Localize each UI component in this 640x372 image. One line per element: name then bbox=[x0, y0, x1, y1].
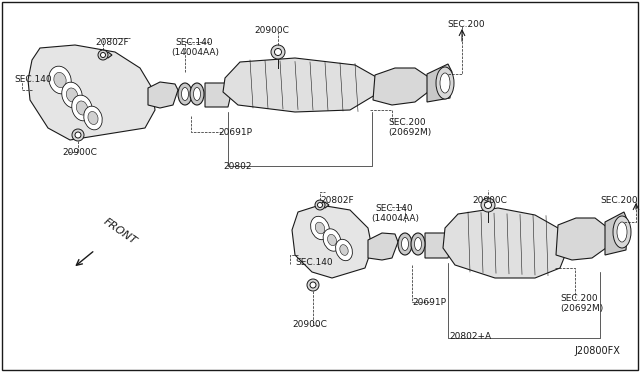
Ellipse shape bbox=[328, 234, 337, 246]
Polygon shape bbox=[427, 64, 452, 102]
Circle shape bbox=[481, 198, 495, 212]
Ellipse shape bbox=[54, 73, 66, 87]
Text: 20691P: 20691P bbox=[412, 298, 446, 307]
Text: 20900C: 20900C bbox=[255, 26, 289, 35]
Ellipse shape bbox=[182, 87, 189, 100]
Text: 20691P: 20691P bbox=[218, 128, 252, 137]
Text: SEC.140: SEC.140 bbox=[375, 204, 413, 213]
Ellipse shape bbox=[193, 87, 200, 100]
Polygon shape bbox=[103, 52, 112, 58]
Polygon shape bbox=[368, 233, 398, 260]
Ellipse shape bbox=[190, 83, 204, 105]
Ellipse shape bbox=[415, 237, 422, 250]
Circle shape bbox=[317, 202, 323, 208]
Text: 20802+A: 20802+A bbox=[449, 332, 491, 341]
Circle shape bbox=[98, 50, 108, 60]
Circle shape bbox=[72, 129, 84, 141]
Text: (20692M): (20692M) bbox=[560, 304, 604, 313]
Polygon shape bbox=[292, 205, 372, 278]
Text: J20800FX: J20800FX bbox=[574, 346, 620, 356]
Polygon shape bbox=[373, 68, 430, 105]
Polygon shape bbox=[320, 202, 329, 208]
Circle shape bbox=[484, 202, 492, 208]
Polygon shape bbox=[205, 83, 232, 107]
Text: 20900C: 20900C bbox=[472, 196, 508, 205]
Ellipse shape bbox=[401, 237, 408, 250]
Polygon shape bbox=[605, 212, 628, 255]
Ellipse shape bbox=[62, 82, 82, 108]
Text: 20900C: 20900C bbox=[292, 320, 328, 329]
Text: (14004AA): (14004AA) bbox=[371, 214, 419, 223]
Circle shape bbox=[271, 45, 285, 59]
Polygon shape bbox=[223, 58, 378, 112]
Polygon shape bbox=[28, 45, 155, 140]
Ellipse shape bbox=[323, 229, 341, 251]
Ellipse shape bbox=[436, 67, 454, 99]
Polygon shape bbox=[148, 82, 178, 108]
Text: (14004AA): (14004AA) bbox=[171, 48, 219, 57]
Text: 20802F: 20802F bbox=[320, 196, 354, 205]
Text: SEC.200: SEC.200 bbox=[600, 196, 637, 205]
Ellipse shape bbox=[88, 112, 98, 125]
Circle shape bbox=[75, 132, 81, 138]
Ellipse shape bbox=[49, 66, 71, 94]
Text: (20692M): (20692M) bbox=[388, 128, 431, 137]
Ellipse shape bbox=[67, 88, 77, 102]
Ellipse shape bbox=[617, 222, 627, 242]
Text: FRONT: FRONT bbox=[102, 216, 139, 246]
Ellipse shape bbox=[440, 73, 450, 93]
Ellipse shape bbox=[613, 216, 631, 248]
Text: 20802F: 20802F bbox=[95, 38, 129, 47]
Text: SEC.200: SEC.200 bbox=[447, 20, 484, 29]
Ellipse shape bbox=[340, 245, 348, 255]
Circle shape bbox=[307, 279, 319, 291]
Text: 20802: 20802 bbox=[224, 162, 252, 171]
Text: SEC.200: SEC.200 bbox=[388, 118, 426, 127]
Polygon shape bbox=[443, 208, 568, 278]
Circle shape bbox=[310, 282, 316, 288]
Text: SEC.140: SEC.140 bbox=[14, 75, 52, 84]
Ellipse shape bbox=[411, 233, 425, 255]
Text: SEC.140: SEC.140 bbox=[295, 258, 333, 267]
Circle shape bbox=[315, 200, 325, 210]
Circle shape bbox=[275, 48, 282, 55]
Text: 20900C: 20900C bbox=[62, 148, 97, 157]
Circle shape bbox=[100, 52, 106, 58]
Polygon shape bbox=[556, 218, 608, 260]
Ellipse shape bbox=[316, 222, 324, 234]
Ellipse shape bbox=[72, 95, 92, 121]
Ellipse shape bbox=[76, 101, 88, 115]
Ellipse shape bbox=[178, 83, 192, 105]
Ellipse shape bbox=[398, 233, 412, 255]
Ellipse shape bbox=[310, 216, 330, 240]
Polygon shape bbox=[425, 233, 452, 258]
Text: SEC.140: SEC.140 bbox=[175, 38, 212, 47]
Text: SEC.200: SEC.200 bbox=[560, 294, 598, 303]
Ellipse shape bbox=[84, 106, 102, 130]
Ellipse shape bbox=[335, 239, 353, 261]
